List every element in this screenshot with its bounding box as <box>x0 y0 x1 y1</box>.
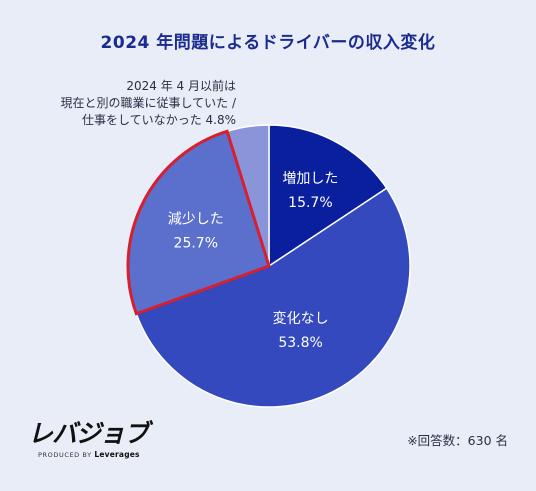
slice-label-2: 変化なし <box>273 310 329 327</box>
pie-slice-2 <box>135 187 411 408</box>
other-slice-label-line3: 仕事をしていなかった 4.8% <box>82 113 236 127</box>
slice-label-1: 増加した <box>282 171 338 187</box>
other-slice-label-line2: 現在と別の職業に従事していた / <box>60 96 237 110</box>
slice-label-3: 減少した <box>168 211 224 228</box>
brand-logo-main: レバジョブ <box>28 419 149 448</box>
slice-value-1: 15.7% <box>288 195 332 211</box>
highlight-outline <box>126 129 271 316</box>
brand-logo-sub-prefix: PRODUCED BY <box>38 451 92 459</box>
slice-value-3: 25.7% <box>174 236 218 252</box>
brand-logo-sub: PRODUCED BY Leverages <box>38 450 168 459</box>
slice-value-2: 53.8% <box>278 335 322 351</box>
respondent-count-note: ※回答数：630 名 <box>407 433 508 448</box>
brand-logo: レバジョブ PRODUCED BY Leverages <box>28 421 168 466</box>
chart-title: 2024 年問題によるドライバーの収入変化 <box>100 33 436 53</box>
brand-logo-sub-brand: Leverages <box>94 450 140 459</box>
other-slice-label: 2024 年 4 月以前は 現在と別の職業に従事していた / 仕事をしていなかっ… <box>0 78 237 129</box>
pie-labels: 増加した 15.7% 変化なし 53.8% 減少した 25.7% <box>168 171 339 351</box>
highlight-outline-group <box>126 129 271 316</box>
pie-slice-1 <box>268 124 388 268</box>
other-slice-label-line1: 2024 年 4 月以前は <box>126 79 236 93</box>
